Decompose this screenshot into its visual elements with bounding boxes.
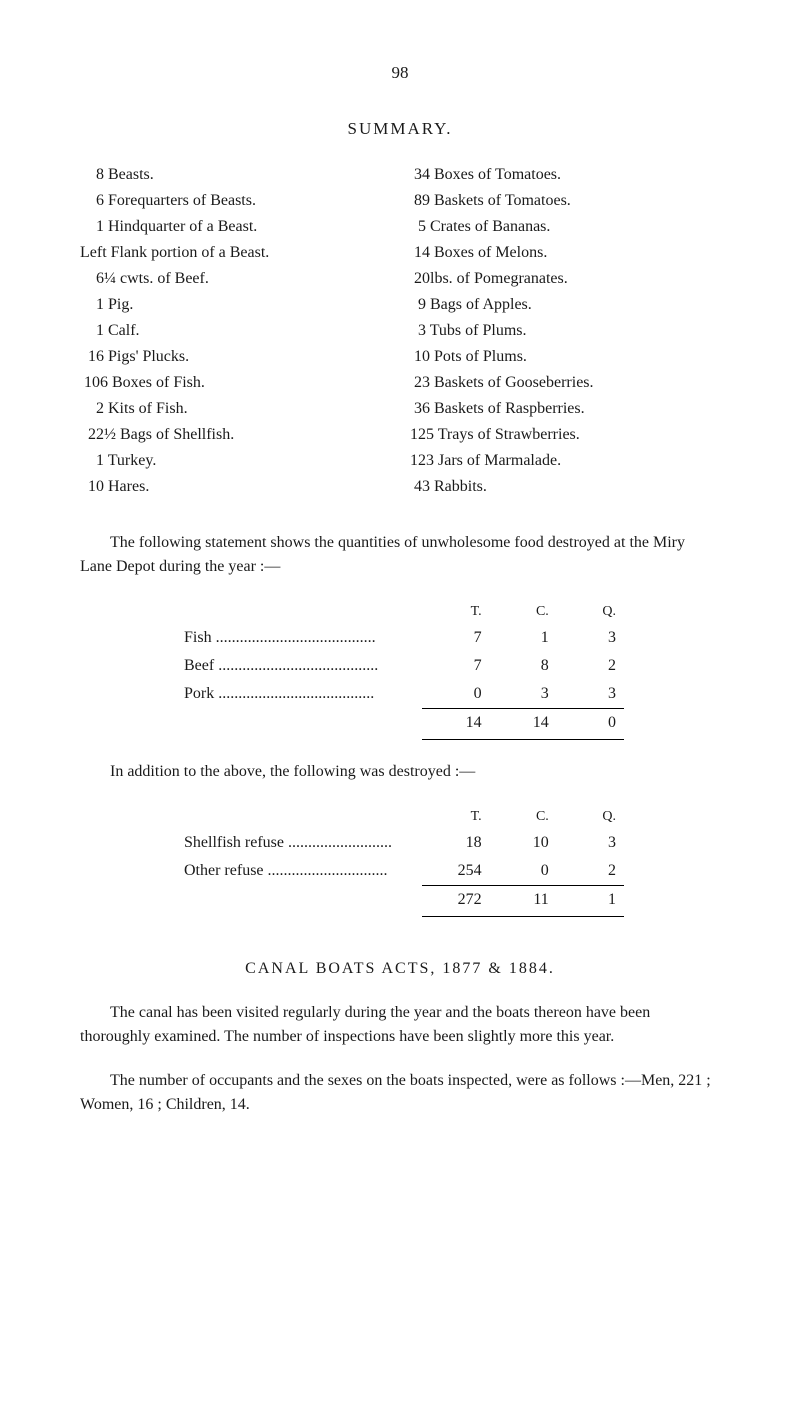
row-t: 7 xyxy=(422,624,489,652)
list-item: 9 Bags of Apples. xyxy=(410,293,720,317)
list-item: 22½ Bags of Shellfish. xyxy=(80,423,390,447)
col-q: Q. xyxy=(557,804,624,829)
list-item: Left Flank portion of a Beast. xyxy=(80,241,390,265)
summary-heading: SUMMARY. xyxy=(80,116,720,142)
list-item: 6¼ cwts. of Beef. xyxy=(80,267,390,291)
list-item: 125 Trays of Strawberries. xyxy=(410,423,720,447)
total-q: 0 xyxy=(557,709,624,740)
list-item: 20lbs. of Pomegranates. xyxy=(410,267,720,291)
row-label: Beef ...................................… xyxy=(176,652,422,680)
row-q: 2 xyxy=(557,857,624,886)
total-t: 14 xyxy=(422,709,489,740)
table-header: T. C. Q. xyxy=(176,804,624,829)
col-c: C. xyxy=(490,599,557,624)
list-item: 123 Jars of Marmalade. xyxy=(410,449,720,473)
list-item: 23 Baskets of Gooseberries. xyxy=(410,371,720,395)
list-item: 3 Tubs of Plums. xyxy=(410,319,720,343)
row-c: 0 xyxy=(490,857,557,886)
list-item: 8 Beasts. xyxy=(80,163,390,187)
col-q: Q. xyxy=(557,599,624,624)
row-t: 254 xyxy=(422,857,489,886)
row-t: 0 xyxy=(422,680,489,709)
table-header: T. C. Q. xyxy=(176,599,624,624)
row-label: Pork ...................................… xyxy=(176,680,422,709)
row-c: 1 xyxy=(490,624,557,652)
paragraph-1: The following statement shows the quanti… xyxy=(80,531,720,579)
left-column: 8 Beasts. 6 Forequarters of Beasts. 1 Hi… xyxy=(80,161,390,501)
table-row: Fish ...................................… xyxy=(176,624,624,652)
list-item: 36 Baskets of Raspberries. xyxy=(410,397,720,421)
paragraph-2: In addition to the above, the following … xyxy=(80,760,720,784)
list-item: 43 Rabbits. xyxy=(410,475,720,499)
summary-columns: 8 Beasts. 6 Forequarters of Beasts. 1 Hi… xyxy=(80,161,720,501)
table-row: Shellfish refuse .......................… xyxy=(176,829,624,857)
right-column: 34 Boxes of Tomatoes. 89 Baskets of Toma… xyxy=(410,161,720,501)
list-item: 10 Pots of Plums. xyxy=(410,345,720,369)
list-item: 10 Hares. xyxy=(80,475,390,499)
page-number: 98 xyxy=(80,60,720,86)
table-total: 14 14 0 xyxy=(176,709,624,740)
list-item: 5 Crates of Bananas. xyxy=(410,215,720,239)
row-c: 3 xyxy=(490,680,557,709)
total-t: 272 xyxy=(422,886,489,917)
total-c: 14 xyxy=(490,709,557,740)
table-row: Pork ...................................… xyxy=(176,680,624,709)
row-q: 2 xyxy=(557,652,624,680)
list-item: 14 Boxes of Melons. xyxy=(410,241,720,265)
total-c: 11 xyxy=(490,886,557,917)
canal-acts-heading: CANAL BOATS ACTS, 1877 & 1884. xyxy=(80,957,720,981)
list-item: 1 Calf. xyxy=(80,319,390,343)
row-t: 7 xyxy=(422,652,489,680)
paragraph-3: The canal has been visited regularly dur… xyxy=(80,1001,720,1049)
table-additional: T. C. Q. Shellfish refuse ..............… xyxy=(176,804,624,917)
table-miry-lane: T. C. Q. Fish ..........................… xyxy=(176,599,624,740)
row-q: 3 xyxy=(557,680,624,709)
list-item: 34 Boxes of Tomatoes. xyxy=(410,163,720,187)
col-t: T. xyxy=(422,804,489,829)
row-t: 18 xyxy=(422,829,489,857)
row-label: Fish ...................................… xyxy=(176,624,422,652)
col-t: T. xyxy=(422,599,489,624)
row-q: 3 xyxy=(557,829,624,857)
table-total: 272 11 1 xyxy=(176,886,624,917)
list-item: 1 Turkey. xyxy=(80,449,390,473)
col-c: C. xyxy=(490,804,557,829)
list-item: 16 Pigs' Plucks. xyxy=(80,345,390,369)
list-item: 106 Boxes of Fish. xyxy=(80,371,390,395)
list-item: 89 Baskets of Tomatoes. xyxy=(410,189,720,213)
row-label: Other refuse ...........................… xyxy=(176,857,422,886)
list-item: 1 Pig. xyxy=(80,293,390,317)
table-row: Other refuse ...........................… xyxy=(176,857,624,886)
paragraph-4: The number of occupants and the sexes on… xyxy=(80,1069,720,1117)
total-q: 1 xyxy=(557,886,624,917)
list-item: 1 Hindquarter of a Beast. xyxy=(80,215,390,239)
list-item: 6 Forequarters of Beasts. xyxy=(80,189,390,213)
row-c: 8 xyxy=(490,652,557,680)
row-c: 10 xyxy=(490,829,557,857)
row-q: 3 xyxy=(557,624,624,652)
row-label: Shellfish refuse .......................… xyxy=(176,829,422,857)
table-row: Beef ...................................… xyxy=(176,652,624,680)
list-item: 2 Kits of Fish. xyxy=(80,397,390,421)
